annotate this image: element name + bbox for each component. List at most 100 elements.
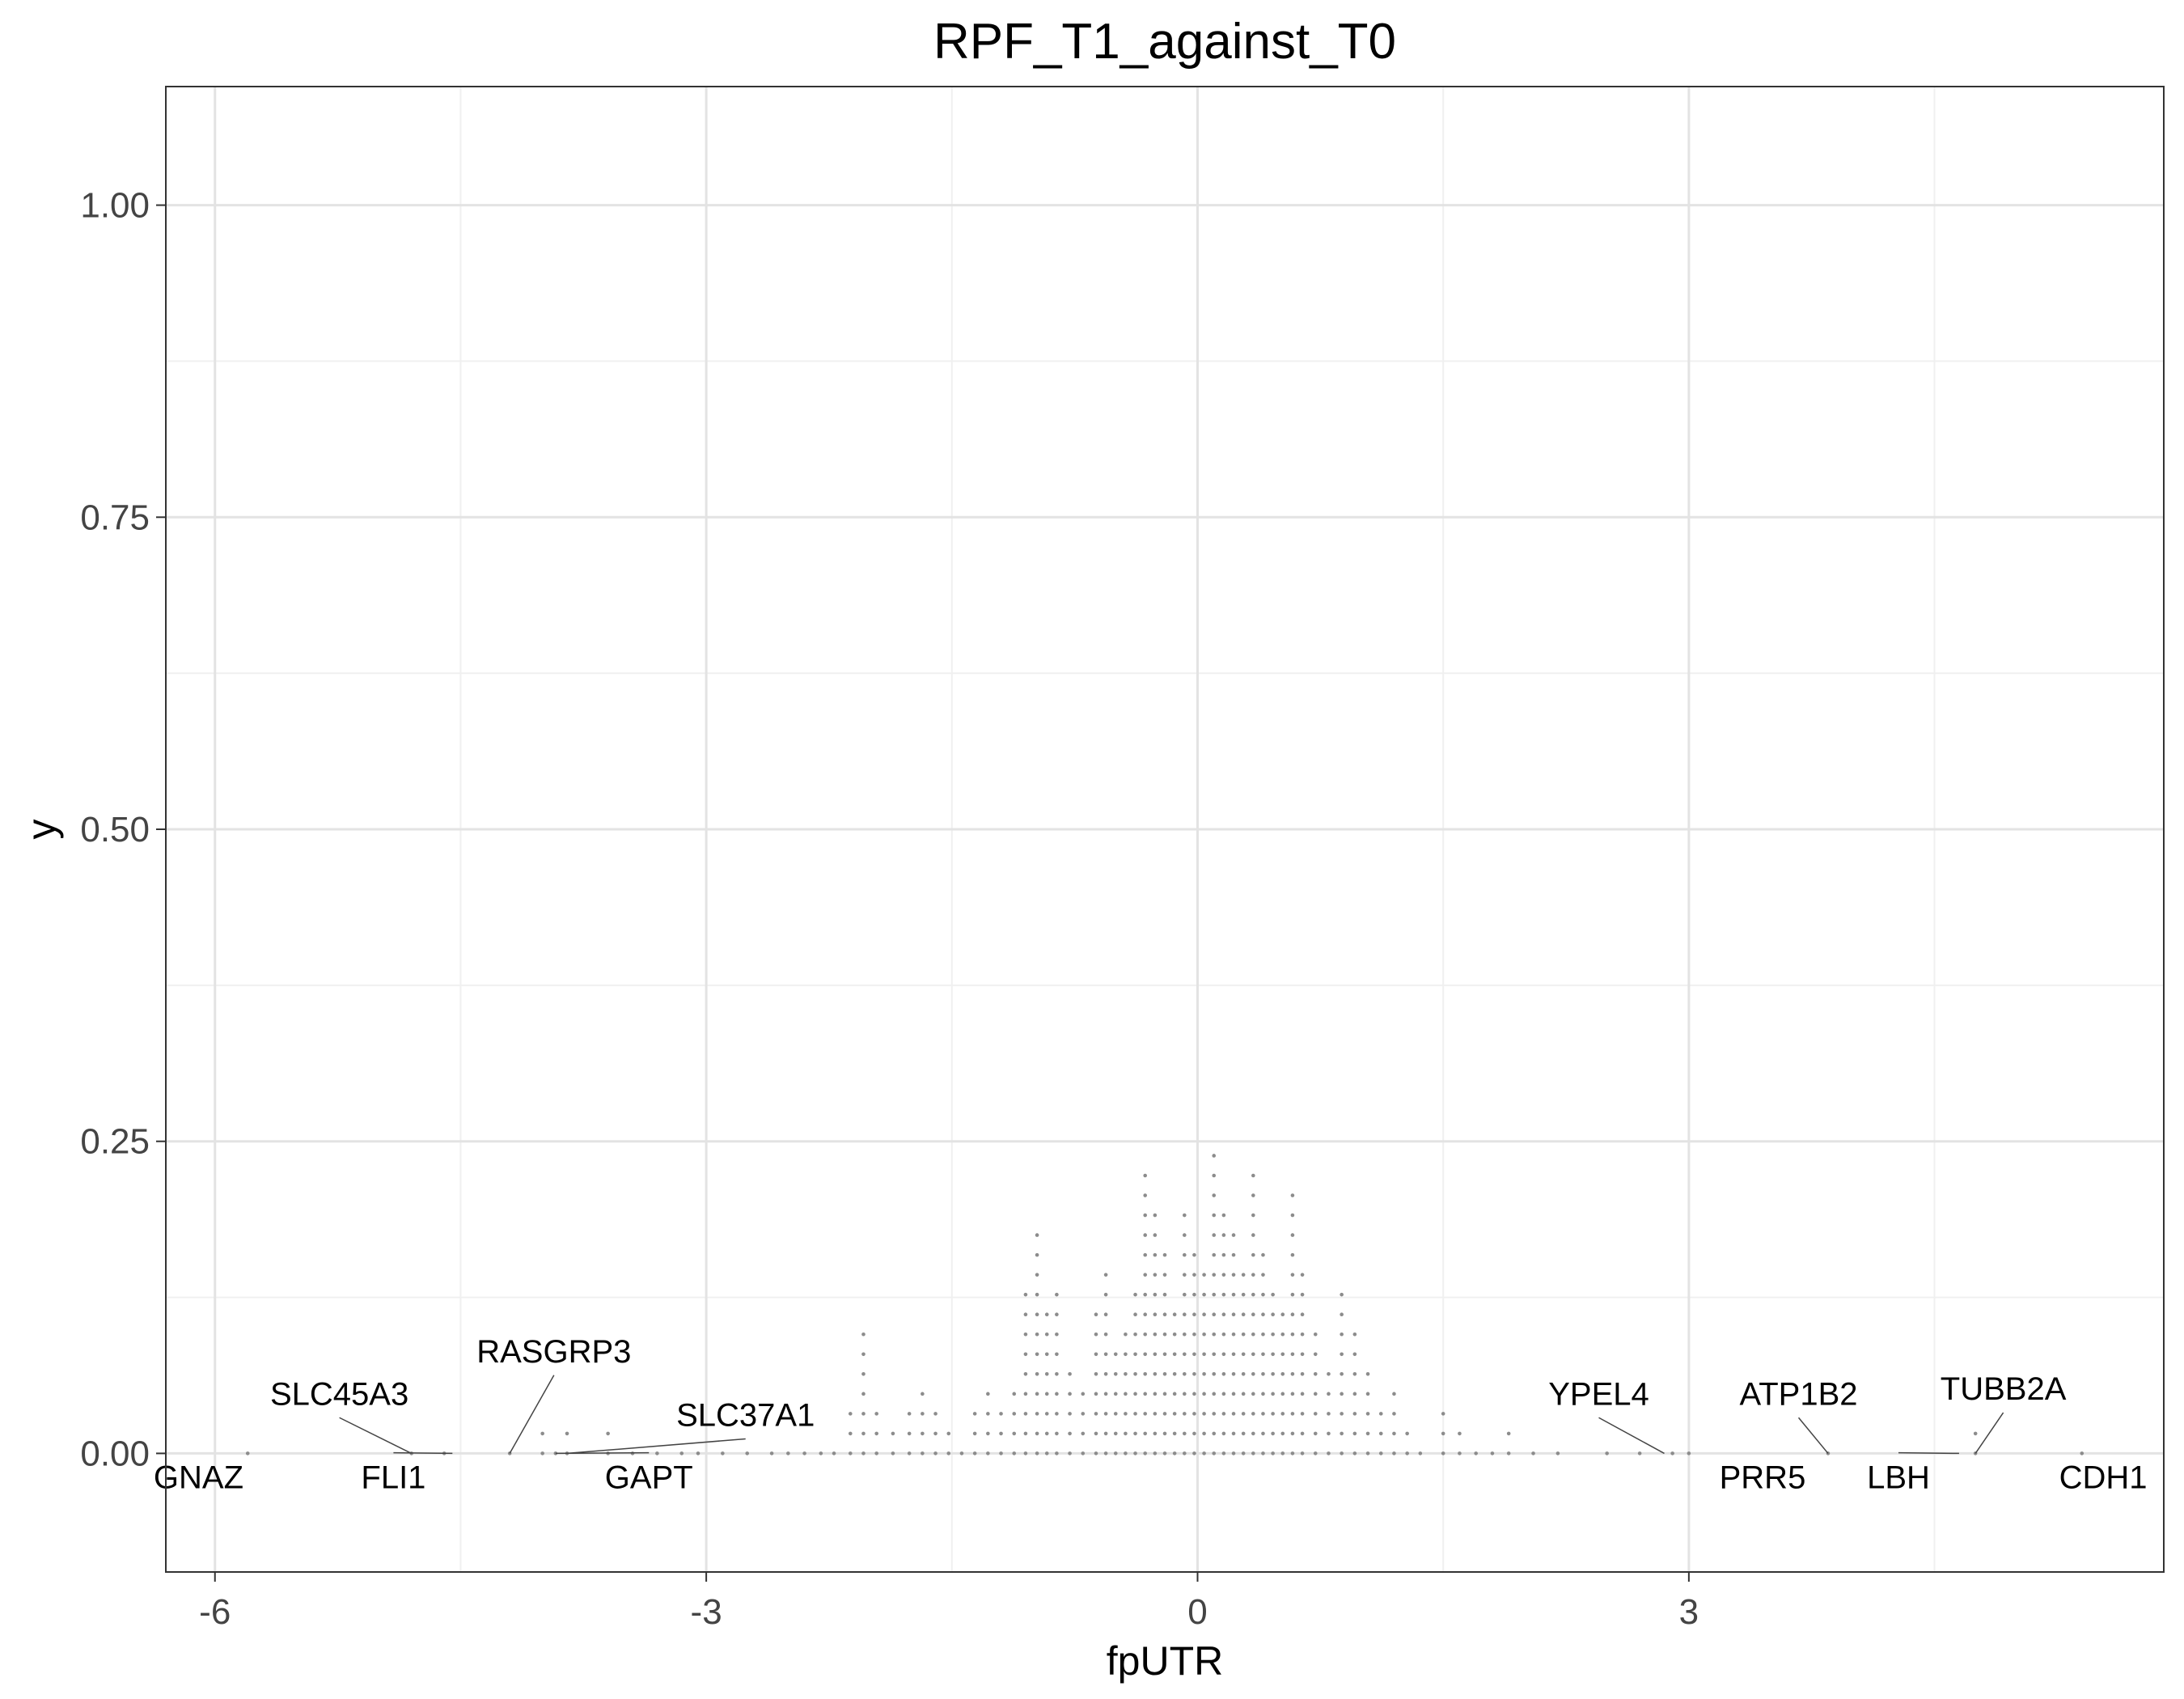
data-point xyxy=(1261,1292,1265,1297)
data-point xyxy=(1365,1431,1370,1436)
data-point xyxy=(1212,1412,1217,1416)
data-point xyxy=(1313,1431,1318,1436)
data-point xyxy=(933,1451,938,1455)
data-point xyxy=(1280,1352,1285,1357)
data-point xyxy=(606,1431,610,1436)
data-point xyxy=(1212,1154,1217,1158)
x-tick-label: -6 xyxy=(199,1592,231,1632)
data-point xyxy=(1300,1451,1305,1455)
data-point xyxy=(1221,1352,1226,1357)
data-point xyxy=(1124,1352,1128,1357)
data-point xyxy=(1212,1392,1217,1396)
data-point xyxy=(1378,1431,1383,1436)
data-point xyxy=(1212,1233,1217,1237)
gene-label: FLI1 xyxy=(361,1460,425,1496)
data-point xyxy=(1172,1451,1177,1455)
data-point xyxy=(1182,1252,1187,1257)
data-point xyxy=(1290,1193,1295,1197)
data-point xyxy=(1251,1173,1255,1178)
data-point xyxy=(1392,1392,1396,1396)
data-point xyxy=(1172,1312,1177,1317)
data-point xyxy=(1081,1392,1086,1396)
data-point xyxy=(1290,1392,1295,1396)
data-point xyxy=(1035,1392,1039,1396)
data-point xyxy=(1103,1451,1108,1455)
data-point xyxy=(1221,1412,1226,1416)
data-point xyxy=(1192,1332,1196,1337)
data-point xyxy=(1973,1431,1978,1436)
data-point xyxy=(1182,1431,1187,1436)
annotation-connector xyxy=(1598,1417,1665,1455)
data-point xyxy=(861,1451,866,1455)
data-point xyxy=(1192,1451,1196,1455)
data-point xyxy=(1182,1273,1187,1277)
gene-label: TUBB2A xyxy=(1941,1371,2067,1407)
data-point xyxy=(1124,1332,1128,1337)
data-point xyxy=(972,1431,977,1436)
data-point xyxy=(1023,1431,1028,1436)
data-point xyxy=(721,1451,725,1455)
data-point xyxy=(1212,1252,1217,1257)
data-point xyxy=(1023,1312,1028,1317)
data-point xyxy=(1153,1233,1158,1237)
data-point xyxy=(848,1451,853,1455)
data-point xyxy=(1231,1252,1236,1257)
data-point xyxy=(1162,1273,1167,1277)
data-point xyxy=(1055,1372,1059,1376)
data-point xyxy=(1241,1352,1246,1357)
data-point xyxy=(1340,1431,1344,1436)
axes: -6 -3 0 3 0.00 0.25 0.50 0.75 1.00 xyxy=(80,186,1699,1632)
data-point xyxy=(1143,1233,1148,1237)
data-point xyxy=(1290,1273,1295,1277)
data-point xyxy=(1251,1412,1255,1416)
data-point xyxy=(1192,1352,1196,1357)
data-point xyxy=(1271,1451,1275,1455)
data-point xyxy=(1094,1332,1098,1337)
data-point xyxy=(1441,1412,1445,1416)
y-tick-label: 0.50 xyxy=(80,810,150,850)
data-point xyxy=(1300,1431,1305,1436)
data-point xyxy=(1103,1412,1108,1416)
data-point xyxy=(1221,1292,1226,1297)
data-point xyxy=(1103,1372,1108,1376)
gene-label: LBH xyxy=(1867,1460,1930,1496)
data-point xyxy=(1124,1392,1128,1396)
data-point xyxy=(1365,1451,1370,1455)
data-point xyxy=(1182,1372,1187,1376)
data-point xyxy=(946,1451,951,1455)
data-point xyxy=(1300,1312,1305,1317)
data-point xyxy=(1023,1332,1028,1337)
data-point xyxy=(1221,1332,1226,1337)
data-point xyxy=(1352,1372,1357,1376)
data-point xyxy=(1153,1213,1158,1218)
data-point xyxy=(1221,1273,1226,1277)
data-point xyxy=(1023,1372,1028,1376)
data-point xyxy=(999,1412,1003,1416)
data-point xyxy=(1290,1233,1295,1237)
data-point xyxy=(1290,1352,1295,1357)
data-point xyxy=(1153,1372,1158,1376)
y-tick-label: 0.75 xyxy=(80,498,150,537)
data-point xyxy=(921,1392,925,1396)
data-point xyxy=(1153,1252,1158,1257)
data-point xyxy=(1172,1352,1177,1357)
data-point xyxy=(1172,1431,1177,1436)
data-point xyxy=(1162,1292,1167,1297)
data-point xyxy=(1313,1352,1318,1357)
data-point xyxy=(1153,1392,1158,1396)
data-point xyxy=(933,1412,938,1416)
data-point xyxy=(848,1431,853,1436)
data-point xyxy=(1300,1332,1305,1337)
data-point xyxy=(1162,1392,1167,1396)
data-point xyxy=(1221,1312,1226,1317)
data-point xyxy=(655,1451,659,1455)
data-point xyxy=(1271,1431,1275,1436)
y-tick-label: 1.00 xyxy=(80,186,150,226)
data-point xyxy=(1143,1173,1148,1178)
data-point xyxy=(1280,1332,1285,1337)
data-point xyxy=(1035,1292,1039,1297)
data-point xyxy=(1133,1312,1137,1317)
gene-label: GAPT xyxy=(605,1460,693,1496)
data-point xyxy=(1055,1332,1059,1337)
